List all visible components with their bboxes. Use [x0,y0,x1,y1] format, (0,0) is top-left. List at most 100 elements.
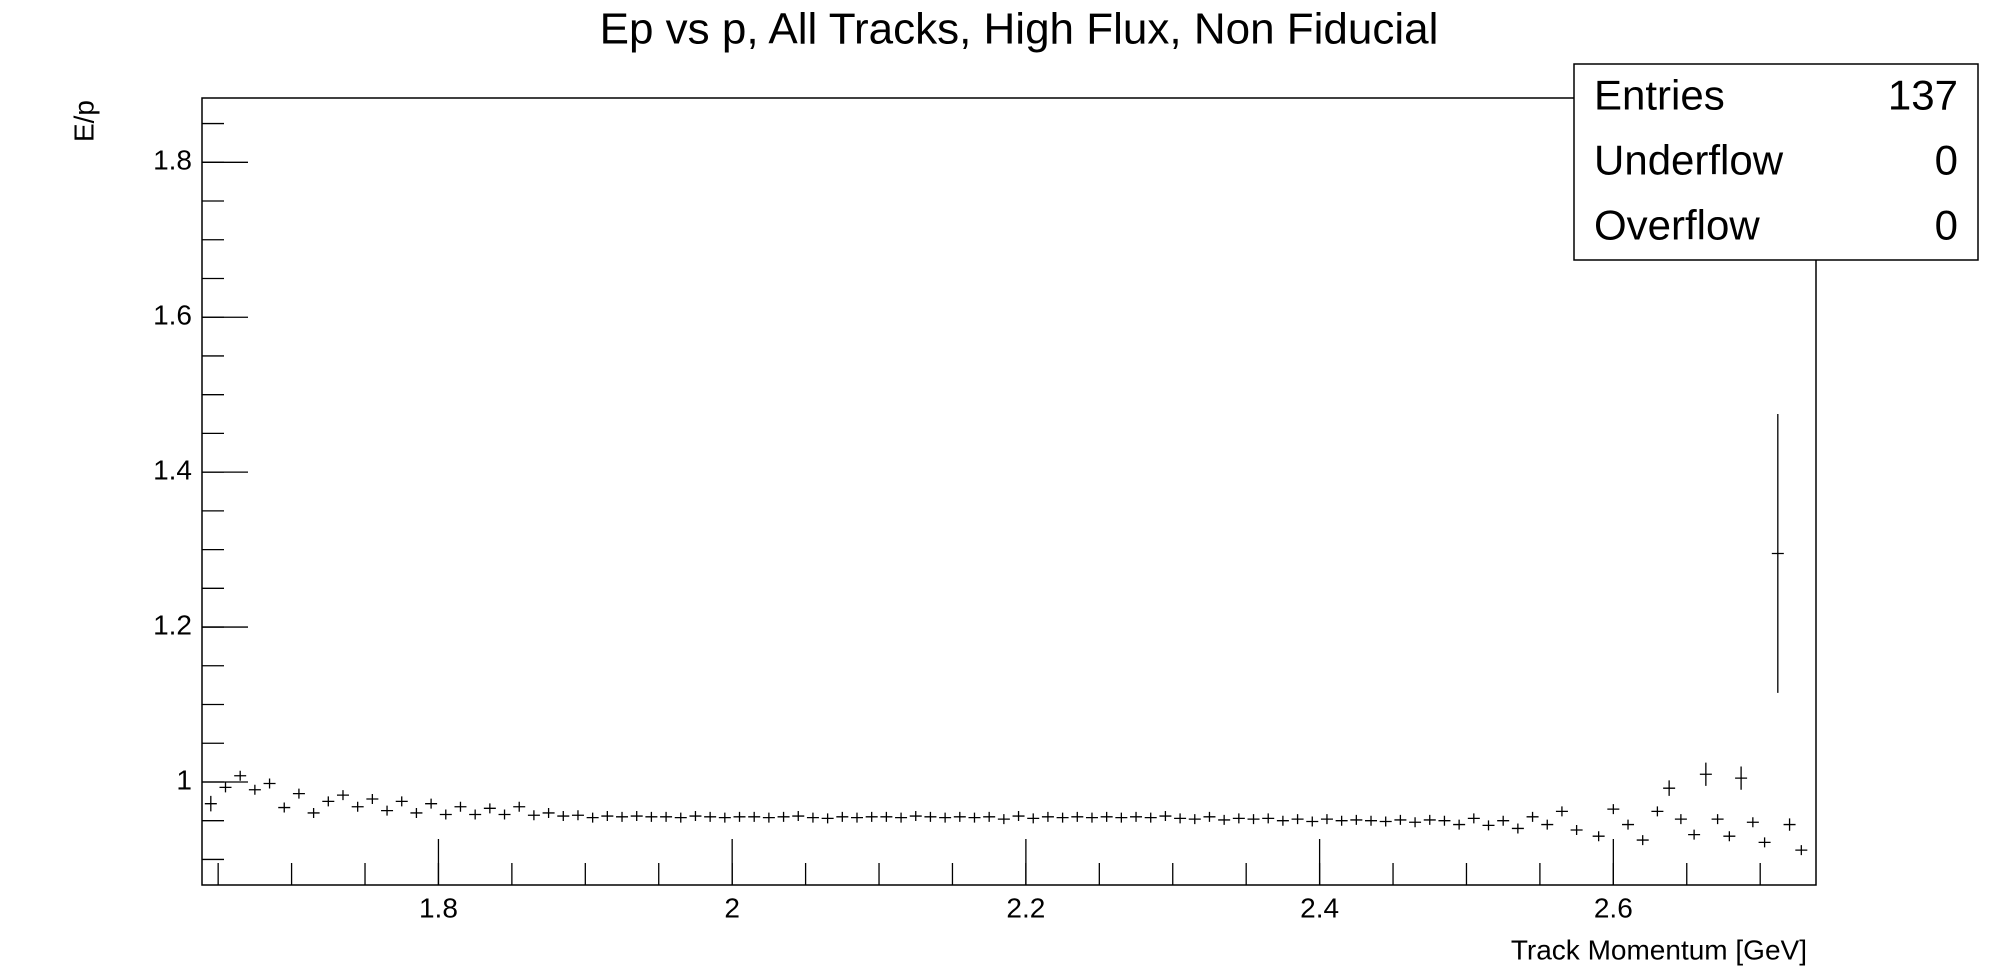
data-point [1218,814,1231,825]
data-point [821,813,834,824]
data-point [439,809,452,820]
x-tick-label: 2.6 [1594,892,1633,923]
data-point [704,811,717,822]
data-point [909,811,922,822]
data-point [469,809,482,820]
data-point [1320,814,1333,825]
y-tick-label: 1.8 [153,145,192,176]
y-tick-label: 1.4 [153,455,192,486]
data-point [1735,766,1748,790]
data-point [204,795,217,812]
data-points [204,414,1808,856]
data-point [219,782,232,793]
data-point [1711,814,1724,825]
y-tick-label: 1 [176,764,192,795]
data-point [1071,811,1084,822]
data-point [410,807,423,818]
stats-value: 137 [1888,72,1958,119]
data-point [865,811,878,822]
data-point [997,814,1010,825]
chart-title: Ep vs p, All Tracks, High Flux, Non Fidu… [600,5,1439,54]
data-point [836,811,849,822]
data-point [777,811,790,822]
data-point [1467,813,1480,824]
stats-value: 0 [1935,202,1958,249]
stats-box [1573,63,1979,261]
data-point [1056,812,1069,823]
data-point [645,811,658,822]
y-tick-label: 1.2 [153,609,192,640]
data-point [586,812,599,823]
data-point [1306,816,1319,827]
x-tick-label: 2.4 [1300,892,1339,923]
data-point [425,798,438,809]
data-point [307,807,320,818]
data-point [1085,812,1098,823]
data-point [1276,815,1289,826]
stats-label: Entries [1594,72,1725,119]
data-point [806,812,819,823]
data-point [939,812,952,823]
data-point [542,807,555,818]
data-point [1497,815,1510,826]
stats-label: Overflow [1594,202,1760,249]
data-point [762,812,775,823]
data-point [1379,816,1392,827]
data-point [571,810,584,821]
data-point [1541,819,1554,830]
data-point [483,803,496,814]
data-point [1607,804,1620,815]
data-point [1130,811,1143,822]
data-point [1409,817,1422,828]
data-point [601,811,614,822]
data-point [1232,813,1245,824]
data-point [1115,812,1128,823]
data-point [1027,813,1040,824]
y-axis-label: E/p [68,100,99,142]
data-point [968,812,981,823]
data-point [1100,811,1113,822]
data-point [381,805,394,816]
data-point [527,810,540,821]
data-point [689,811,702,822]
stats-label: Underflow [1594,137,1784,184]
data-point [983,811,996,822]
data-point [1651,806,1664,817]
data-point [1663,780,1676,796]
data-point [322,796,335,807]
data-point [366,794,379,805]
data-point [248,784,261,795]
data-point [660,811,673,822]
data-point [1144,812,1157,823]
data-point [953,811,966,822]
data-point [1511,823,1524,834]
data-point [336,790,349,801]
data-point [1723,831,1736,842]
data-point [513,801,526,812]
data-point [292,788,305,799]
data-point [278,802,291,813]
data-point [1438,815,1451,826]
data-point [1159,811,1172,822]
data-point [718,812,731,823]
x-tick-label: 2.2 [1006,892,1045,923]
data-point [1592,831,1605,842]
data-point [792,811,805,822]
data-point [351,801,364,812]
data-point [895,812,908,823]
data-point [1203,811,1216,822]
data-point [733,811,746,822]
data-point [1350,814,1363,825]
data-point [1699,762,1712,786]
data-point [1795,845,1808,856]
data-point [395,796,408,807]
data-point [1771,414,1784,693]
stats-value: 0 [1935,137,1958,184]
data-point [1783,818,1796,831]
data-point [1526,811,1539,822]
data-point [1247,814,1260,825]
x-tick-label: 2 [724,892,740,923]
data-point [1746,817,1759,828]
